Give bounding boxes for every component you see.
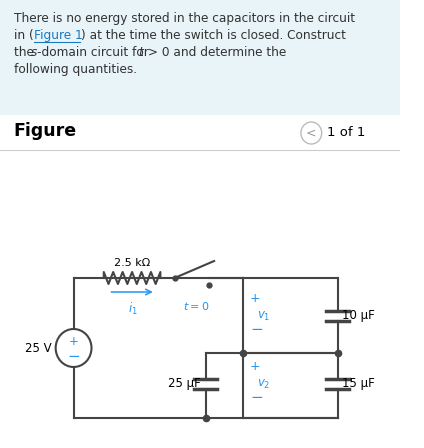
Text: There is no energy stored in the capacitors in the circuit: There is no energy stored in the capacit…: [14, 12, 355, 25]
Text: -domain circuit for: -domain circuit for: [37, 46, 152, 59]
Text: <: <: [306, 126, 317, 139]
Text: Figure 1: Figure 1: [34, 29, 83, 42]
Text: following quantities.: following quantities.: [14, 63, 137, 76]
Text: $i_1$: $i_1$: [128, 301, 138, 317]
Text: +: +: [69, 335, 78, 348]
Text: in (: in (: [14, 29, 34, 42]
Text: $t=0$: $t=0$: [183, 300, 209, 312]
Text: +: +: [250, 292, 261, 305]
Text: t: t: [139, 46, 143, 59]
Text: Figure: Figure: [13, 122, 76, 140]
Text: s: s: [31, 46, 37, 59]
Text: the: the: [14, 46, 38, 59]
FancyBboxPatch shape: [0, 0, 400, 115]
Text: −: −: [67, 349, 80, 363]
Text: −: −: [250, 322, 263, 337]
Text: 1 of 1: 1 of 1: [327, 126, 366, 139]
Text: > 0 and determine the: > 0 and determine the: [144, 46, 287, 59]
Text: $v_1$: $v_1$: [257, 310, 270, 323]
Text: 10 μF: 10 μF: [343, 309, 375, 322]
Text: +: +: [250, 360, 261, 373]
Text: −: −: [250, 390, 263, 405]
Text: 15 μF: 15 μF: [343, 377, 375, 390]
Text: 25 μF: 25 μF: [168, 377, 201, 390]
Text: 25 V: 25 V: [25, 341, 52, 354]
Text: 2.5 kΩ: 2.5 kΩ: [114, 258, 150, 268]
Text: $v_2$: $v_2$: [257, 378, 270, 391]
Text: ) at the time the switch is closed. Construct: ) at the time the switch is closed. Cons…: [81, 29, 346, 42]
